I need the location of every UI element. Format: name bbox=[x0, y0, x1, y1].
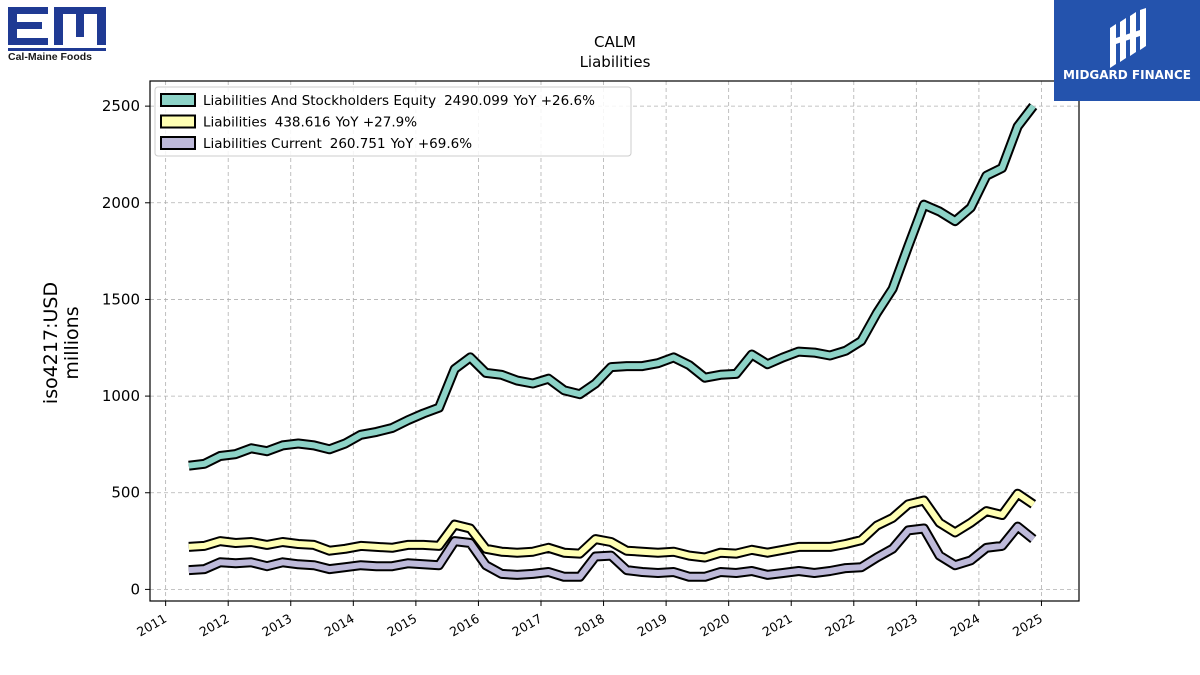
legend-series-value: 438.616 bbox=[275, 115, 331, 131]
x-tick-label: 2015 bbox=[384, 611, 419, 640]
legend-entry: Liabilities 438.616 YoY +27.9% bbox=[203, 115, 417, 131]
series-line bbox=[188, 104, 1036, 469]
x-ticks: 2011 2012 2013 2014 2015 2016 2017 2018 2019 2020… bbox=[134, 601, 1045, 640]
legend-box bbox=[154, 86, 632, 157]
legend-series-yoy: YoY +69.6% bbox=[390, 136, 473, 152]
y-tick-label: 1500 bbox=[102, 290, 140, 308]
series-line-outline bbox=[188, 103, 1038, 471]
x-tick-label: 2013 bbox=[259, 611, 294, 640]
y-tick-label: 0 bbox=[130, 580, 140, 598]
x-tick-label: 2018 bbox=[572, 611, 607, 640]
plot-frame bbox=[149, 80, 1080, 602]
legend-series-name: Liabilities bbox=[203, 115, 267, 131]
cal-maine-logo-text: Cal-Maine Foods bbox=[8, 51, 93, 63]
x-tick-label: 2024 bbox=[947, 611, 982, 640]
x-tick-label: 2014 bbox=[322, 611, 357, 640]
midgard-finance-text: MIDGARD FINANCE bbox=[1063, 68, 1191, 82]
cal-maine-logo bbox=[8, 7, 106, 51]
midgard-finance-logo: MIDGARD FINANCE bbox=[1054, 0, 1200, 101]
midgard-mark-icon bbox=[1110, 8, 1146, 68]
series-layer bbox=[188, 103, 1038, 582]
y-ticks: 0 500 1000 1500 2000 2500 bbox=[102, 97, 150, 598]
x-tick-label: 2019 bbox=[635, 611, 670, 640]
x-tick-label: 2017 bbox=[509, 611, 544, 640]
x-tick-label: 2022 bbox=[822, 611, 857, 640]
legend-swatch bbox=[160, 93, 196, 107]
y-axis-label-line2: millions bbox=[61, 306, 83, 379]
y-tick-label: 500 bbox=[111, 484, 140, 502]
y-tick-label: 2500 bbox=[102, 97, 140, 115]
legend-series-yoy: YoY +27.9% bbox=[335, 115, 418, 131]
legend: Liabilities And Stockholders Equity 2490.… bbox=[154, 86, 632, 157]
legend-entry: Liabilities And Stockholders Equity 2490.… bbox=[203, 93, 595, 109]
legend-series-name: Liabilities Current bbox=[203, 136, 322, 152]
legend-series-value: 260.751 bbox=[330, 136, 386, 152]
x-tick-label: 2020 bbox=[697, 611, 732, 640]
x-tick-label: 2025 bbox=[1010, 611, 1045, 640]
x-tick-label: 2011 bbox=[134, 611, 169, 640]
legend-entry: Liabilities Current 260.751 YoY +69.6% bbox=[203, 136, 472, 152]
series-line bbox=[188, 523, 1036, 580]
y-tick-label: 1000 bbox=[102, 387, 140, 405]
y-axis-label-line1: iso4217:USD bbox=[40, 282, 62, 404]
legend-series-yoy: YoY +26.6% bbox=[512, 93, 595, 109]
y-axis-label: iso4217:USD millions bbox=[40, 282, 83, 404]
y-tick-label: 2000 bbox=[102, 194, 140, 212]
chart-subtitle: Liabilities bbox=[580, 53, 651, 71]
x-tick-label: 2023 bbox=[885, 611, 920, 640]
x-tick-label: 2021 bbox=[760, 611, 795, 640]
legend-series-name: Liabilities And Stockholders Equity bbox=[203, 93, 436, 109]
legend-swatch bbox=[160, 136, 196, 150]
grid bbox=[150, 81, 1079, 601]
x-tick-label: 2012 bbox=[197, 611, 232, 640]
series-line bbox=[188, 490, 1035, 561]
legend-swatch bbox=[160, 114, 196, 129]
x-tick-label: 2016 bbox=[447, 611, 482, 640]
chart-title: CALM bbox=[594, 33, 636, 51]
legend-series-value: 2490.099 bbox=[444, 93, 508, 109]
